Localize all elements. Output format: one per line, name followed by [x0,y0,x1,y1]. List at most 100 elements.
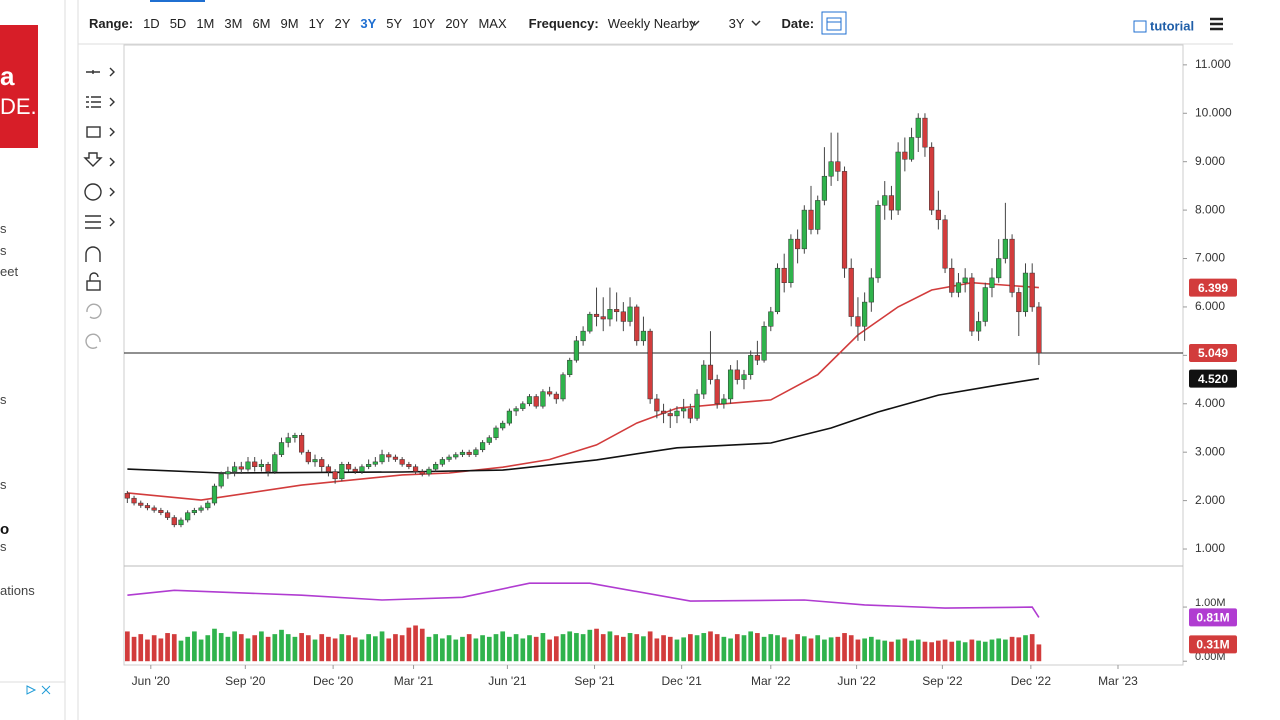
volume-bar [285,634,291,662]
volume-bar [614,635,619,662]
volume-bar [259,631,264,662]
range-button[interactable]: 5Y [386,15,403,31]
volume-bar [185,636,191,662]
volume-bar [332,638,338,662]
period-select[interactable]: 3Y [728,15,745,31]
drawing-tools[interactable] [83,67,115,349]
candle-body [185,512,191,521]
candle-body [459,451,466,455]
volume-bar [976,640,981,662]
candle-body [325,466,332,472]
ad-icon[interactable] [26,685,37,695]
candle-body [506,410,512,424]
volume-bar [607,631,613,662]
date-picker[interactable] [821,11,847,35]
candle-body [614,309,620,313]
candle-body [1022,272,1029,313]
sidebar-item[interactable]: o [0,521,10,538]
candle-body [888,195,895,211]
candle-body [975,321,982,332]
volume-bar [212,628,217,662]
candle-body [379,454,385,463]
volume-bar [982,641,988,662]
range-button[interactable]: 3M [224,15,243,31]
range-button[interactable]: 9M [280,15,299,31]
sidebar-item[interactable]: s [0,477,7,492]
volume-bar [131,636,137,662]
volume-bar [413,625,418,662]
candle-body [1029,272,1035,308]
menu-button[interactable] [1210,17,1223,31]
sidebar-item[interactable]: ations [0,583,35,598]
range-button[interactable]: 6M [252,15,271,31]
volume-bar [808,638,814,662]
volume-bar [151,635,157,662]
volume-bar [299,633,304,662]
volume-bar [406,627,412,662]
volume-bar [708,631,713,662]
volume-bar [426,636,432,662]
candle-body [942,219,948,269]
sidebar-item[interactable]: s [0,539,7,554]
volume-bar [393,634,398,662]
volume-bar [728,638,733,662]
range-button[interactable]: 1Y [308,15,325,31]
candle-body [875,205,881,279]
candle-body [1009,238,1015,293]
candle-body [1002,238,1008,259]
volume-bar [145,639,150,662]
candle-body [741,374,747,380]
candle-body [929,146,935,211]
range-button[interactable]: 10Y [412,15,436,31]
range-button[interactable]: 3Y [360,15,377,31]
candle-body [205,502,211,509]
tutorial-link[interactable]: tutorial [1150,18,1194,33]
sidebar-item[interactable]: s [0,221,7,236]
volume-bar [339,634,345,662]
sidebar-item[interactable]: s [0,243,7,258]
candle-body [768,311,774,327]
range-button[interactable]: MAX [478,15,507,31]
volume-bar [460,636,465,662]
volume-bar [875,639,881,662]
value-badge [1189,369,1237,388]
volume-bar [352,637,358,662]
volume-bar [667,636,673,662]
volume-bar [547,639,552,662]
y-tick-label: 4.000 [1195,396,1225,410]
volume-bar [399,635,405,662]
volume-bar [681,637,687,662]
volume-bar [440,638,445,662]
y-tick-label: 0.00M [1195,651,1226,663]
range-button[interactable]: 1D [143,15,160,31]
candle-body [144,505,151,509]
volume-bar [238,634,244,662]
sidebar-item[interactable]: s [0,392,7,407]
volume-bar [192,631,197,662]
volume-bar [1016,637,1022,662]
y-tick-label: 10.000 [1195,105,1232,119]
volume-bar [848,635,854,662]
candle-body [138,502,144,506]
frequency-select[interactable]: Weekly Nearby [607,15,696,31]
candle-body [949,267,955,293]
candle-body [821,175,828,201]
range-button[interactable]: 5D [169,15,187,31]
volume-bar [996,638,1002,662]
range-button[interactable]: 1M [196,15,215,31]
candle-body [902,151,908,160]
candle-body [868,277,874,303]
sidebar-item[interactable]: eet [0,264,19,279]
x-tick-label: Jun '20 [132,674,171,688]
volume-bar [661,635,666,662]
volume-bar [265,636,271,662]
candle-body [419,471,425,475]
range-button[interactable]: 2Y [334,15,351,31]
candle-body [701,364,707,395]
ad-close[interactable] [41,685,51,695]
volume-bar [741,635,747,662]
tutorial-icon [1133,20,1147,33]
toolbar: Range: 1D 5D 1M 3M 6M 9M 1Y 2Y 3Y 5Y 10Y 20Y MAX Fre… [89,12,814,34]
range-button[interactable]: 20Y [445,15,469,31]
